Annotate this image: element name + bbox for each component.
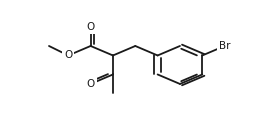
Text: O: O xyxy=(64,50,72,60)
Text: O: O xyxy=(86,22,95,32)
Text: O: O xyxy=(86,79,95,89)
Text: Br: Br xyxy=(219,41,230,51)
